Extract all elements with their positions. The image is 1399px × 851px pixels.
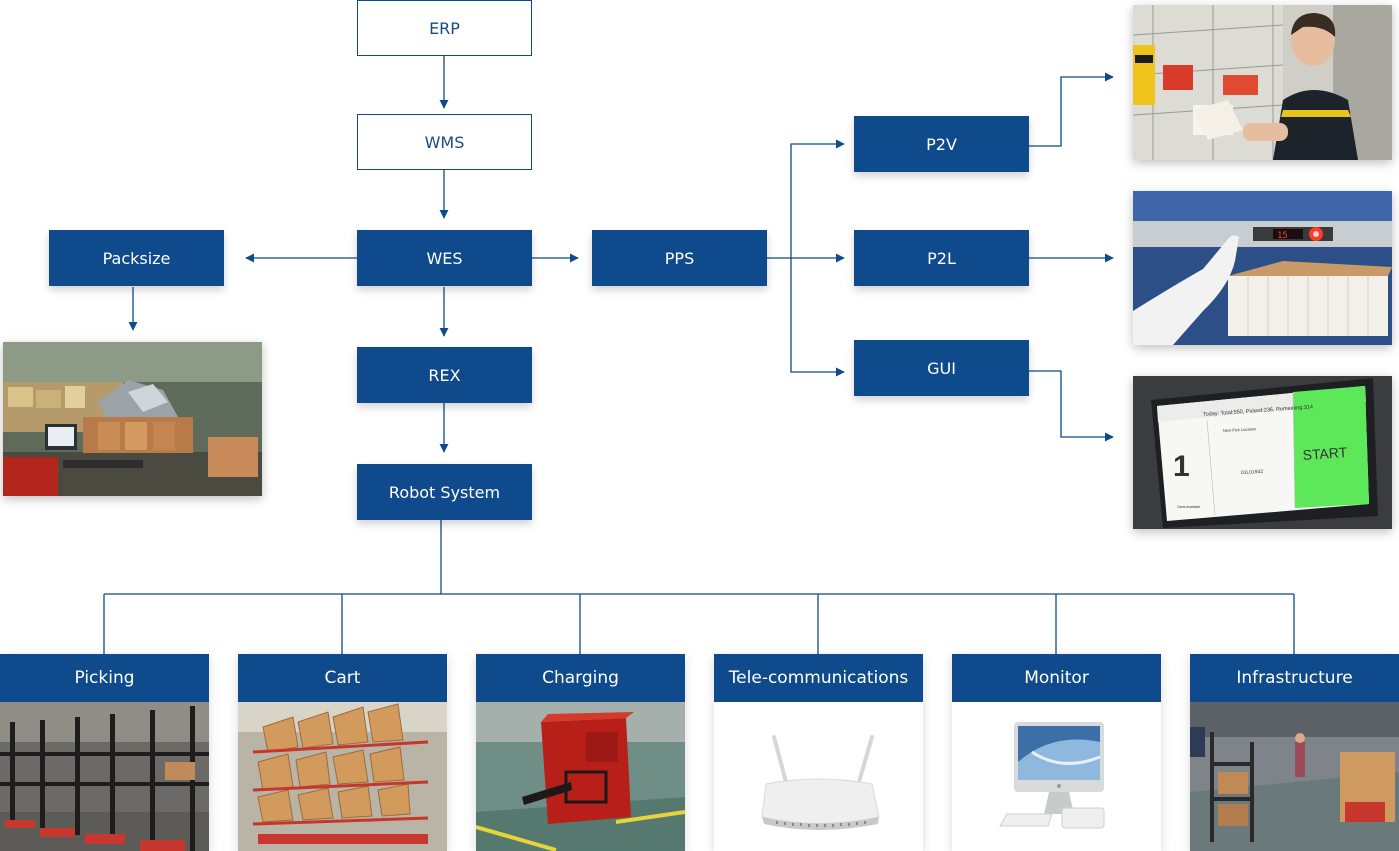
arrow-pps-p2v — [790, 139, 845, 258]
arrow-p2v-photo — [1029, 72, 1114, 147]
card-monitor: Monitor — [952, 654, 1161, 851]
gui-count-text: 1 — [1173, 450, 1190, 483]
packsize-box: Packsize — [49, 230, 224, 286]
p2l-label: P2L — [927, 248, 956, 268]
gui-box: GUI — [854, 340, 1029, 396]
pps-box: PPS — [592, 230, 767, 286]
wes-box: WES — [357, 230, 532, 286]
pps-label: PPS — [664, 248, 695, 268]
card-picking-title: Picking — [0, 654, 209, 702]
card-charging-title: Charging — [476, 654, 685, 702]
card-cart: Cart — [238, 654, 447, 851]
router-photo — [714, 702, 923, 851]
robot-system-label: Robot System — [388, 482, 501, 502]
arrow-gui-photo — [1029, 370, 1114, 442]
gui-start-text: START — [1302, 444, 1348, 463]
p2v-photo — [1133, 5, 1392, 160]
p2v-box: P2V — [854, 116, 1029, 172]
p2v-label: P2V — [926, 134, 957, 154]
card-picking: Picking — [0, 654, 209, 851]
picking-racks-photo — [0, 702, 209, 851]
wes-label: WES — [426, 248, 463, 268]
card-telecommunications-title: Tele-communications — [714, 654, 923, 702]
p2l-box: P2L — [854, 230, 1029, 286]
packsize-photo — [3, 342, 262, 496]
card-cart-title: Cart — [238, 654, 447, 702]
gui-label: GUI — [927, 358, 956, 378]
packsize-label: Packsize — [102, 248, 171, 268]
gui-footer-text: Carts Available — [1177, 505, 1200, 509]
gui-photo: Today: Total:550, Picked:236, Remaining:… — [1133, 376, 1392, 529]
p2l-photo: 15 — [1133, 191, 1392, 345]
svg-text:15: 15 — [1277, 231, 1288, 241]
gui-next-label: Next Pick Location — [1223, 426, 1256, 433]
card-charging: Charging — [476, 654, 685, 851]
erp-box: ERP — [357, 0, 532, 56]
robot-system-box: Robot System — [357, 464, 532, 520]
erp-label: ERP — [429, 18, 460, 38]
card-infrastructure: Infrastructure — [1190, 654, 1399, 851]
gui-start-panel — [1293, 386, 1369, 508]
imac-photo — [952, 702, 1161, 851]
card-infrastructure-title: Infrastructure — [1190, 654, 1399, 702]
gui-location-text: 01L01932 — [1241, 469, 1264, 476]
card-monitor-title: Monitor — [952, 654, 1161, 702]
rex-box: REX — [357, 347, 532, 403]
wms-box: WMS — [357, 114, 532, 170]
cart-photo — [238, 702, 447, 851]
warehouse-photo — [1190, 702, 1399, 851]
arrow-pps-gui — [790, 258, 845, 377]
card-telecommunications: Tele-communications — [714, 654, 923, 851]
charging-station-photo — [476, 702, 685, 851]
rex-label: REX — [428, 365, 461, 385]
wms-label: WMS — [424, 132, 465, 152]
